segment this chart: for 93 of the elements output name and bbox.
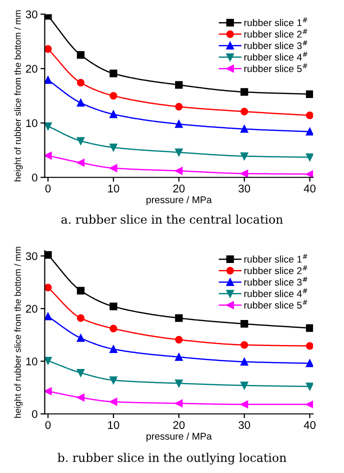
- point: [110, 302, 118, 310]
- point: [110, 398, 118, 406]
- point: [240, 358, 248, 366]
- point: [306, 128, 314, 136]
- x-tick-label: 0: [45, 421, 51, 429]
- x-axis-title: pressure / MPa: [146, 196, 212, 206]
- point: [44, 387, 52, 396]
- point: [240, 88, 248, 96]
- point: [110, 164, 118, 172]
- point: [175, 314, 183, 322]
- point: [240, 108, 248, 116]
- point: [110, 345, 118, 353]
- point: [175, 336, 183, 344]
- x-axis-title: pressure / MPa: [146, 432, 212, 442]
- legend-label: rubber slice 5$^{#}$: [244, 300, 308, 309]
- x-tick-label: 40: [304, 421, 316, 429]
- point: [306, 342, 314, 350]
- point: [76, 51, 85, 59]
- text: a. rubber slice in the central location: [61, 214, 283, 224]
- point: [240, 125, 248, 133]
- point: [306, 400, 314, 408]
- y-tick-label: 10: [26, 119, 38, 128]
- point: [306, 90, 314, 98]
- point: [175, 102, 183, 110]
- point: [110, 110, 118, 118]
- legend-label: rubber slice 3$^{#}$: [244, 40, 308, 50]
- point: [175, 380, 183, 388]
- point: [175, 81, 183, 89]
- point: [44, 45, 52, 53]
- point: [76, 99, 85, 107]
- point: [76, 368, 85, 377]
- point: [240, 320, 248, 328]
- point: [76, 78, 85, 87]
- point: [175, 167, 183, 175]
- point: [44, 356, 52, 365]
- point: [44, 251, 52, 259]
- y-tick-label: 30: [26, 10, 38, 18]
- legend-label: rubber slice 5$^{#}$: [244, 63, 308, 72]
- y-axis-title: height of rubber slice from the bottom / mm: [14, 246, 23, 418]
- x-tick-label: 20: [173, 184, 185, 192]
- point: [44, 76, 52, 84]
- legend-label: rubber slice 4$^{#}$: [244, 52, 308, 61]
- point: [110, 324, 118, 332]
- point: [240, 400, 248, 408]
- point: [175, 148, 183, 156]
- x-tick-label: 10: [108, 421, 120, 429]
- point: [44, 284, 52, 292]
- y-tick-label: 0: [32, 410, 38, 418]
- legend-label: rubber slice 1$^{#}$: [244, 17, 308, 26]
- y-tick-label: 10: [26, 358, 38, 366]
- y-tick-label: 0: [32, 174, 38, 182]
- legend-label: rubber slice 3$^{#}$: [244, 276, 308, 286]
- x-tick-label: 0: [45, 184, 51, 192]
- y-axis-title: height of rubber slice from the bottom / mm: [14, 10, 23, 182]
- point: [306, 112, 314, 120]
- point: [240, 341, 248, 349]
- point: [44, 122, 52, 130]
- point: [306, 324, 314, 332]
- point: [44, 152, 52, 160]
- legend-label: rubber slice 2$^{#}$: [244, 28, 308, 38]
- point: [240, 170, 248, 178]
- point: [240, 382, 248, 390]
- legend-label: rubber slice 2$^{#}$: [244, 265, 308, 274]
- x-tick-label: 10: [108, 184, 120, 192]
- y-tick-label: 20: [26, 64, 38, 73]
- point: [110, 70, 118, 78]
- point: [306, 360, 314, 368]
- legend-label: rubber slice 4$^{#}$: [244, 288, 308, 298]
- point: [110, 144, 118, 152]
- x-tick-label: 30: [238, 184, 250, 192]
- point: [76, 158, 85, 167]
- x-tick-label: 30: [238, 421, 250, 429]
- point: [306, 170, 314, 178]
- x-tick-label: 40: [304, 184, 316, 192]
- y-tick-label: 20: [26, 304, 38, 313]
- legend-label: rubber slice 1$^{#}$: [244, 254, 308, 263]
- point: [76, 314, 85, 322]
- point: [306, 382, 314, 390]
- point: [76, 286, 85, 295]
- point: [44, 312, 52, 320]
- text: b. rubber slice in the outlying location: [58, 452, 286, 464]
- point: [306, 153, 314, 162]
- point: [175, 120, 183, 128]
- point: [110, 92, 118, 100]
- x-tick-label: 20: [173, 421, 185, 429]
- point: [76, 137, 85, 145]
- point: [175, 353, 183, 361]
- point: [240, 152, 248, 160]
- point: [175, 400, 183, 408]
- y-tick-label: 30: [26, 252, 38, 260]
- point: [76, 394, 85, 402]
- point: [110, 376, 118, 384]
- point: [76, 334, 85, 342]
